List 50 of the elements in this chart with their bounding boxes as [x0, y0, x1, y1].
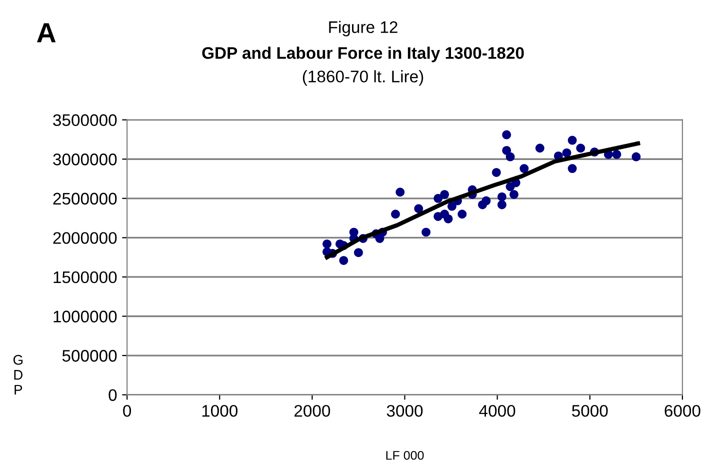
- x-axis-title: LF 000: [386, 450, 424, 460]
- point: [396, 188, 405, 197]
- y-tick-label: 2000000: [53, 232, 117, 244]
- point: [414, 204, 424, 214]
- caption: Figure 12: [329, 20, 398, 36]
- point: [568, 164, 577, 174]
- point: [492, 168, 501, 177]
- point: [632, 152, 641, 162]
- point: [535, 144, 544, 153]
- point: [354, 248, 363, 258]
- x-tick-label: 3000: [386, 404, 423, 417]
- point: [434, 194, 443, 203]
- point: [422, 228, 431, 237]
- y-tick-label: 2500000: [53, 192, 117, 205]
- x-tick-label: 2000: [294, 404, 330, 417]
- point: [568, 136, 577, 145]
- point: [562, 148, 572, 158]
- line-series: [324, 141, 640, 260]
- point: [497, 200, 506, 210]
- point: [322, 239, 332, 248]
- point: [440, 190, 450, 199]
- point: [444, 214, 453, 224]
- point: [509, 190, 518, 199]
- point: [576, 144, 586, 153]
- y-tick-label: 500000: [62, 350, 117, 362]
- y-tick-label: 1500000: [54, 271, 117, 284]
- point: [339, 256, 348, 265]
- point: [502, 130, 512, 140]
- y-axis-title: GDP: [13, 354, 23, 395]
- x-tick-label: 0: [123, 404, 132, 417]
- y-tick-label: 0: [108, 389, 117, 402]
- point: [612, 150, 622, 159]
- y-tick-label: 3000000: [53, 154, 117, 166]
- x-tick-label: 4000: [479, 404, 516, 417]
- point: [390, 210, 400, 219]
- chart-title: GDP and Labour Force in Italy 1300-1820: [202, 46, 524, 62]
- point: [458, 210, 467, 219]
- chart-subtitle: (1860-70 lt. Lire): [302, 70, 424, 86]
- x-tick-label: 6000: [664, 404, 700, 417]
- point: [520, 164, 529, 174]
- point: [482, 196, 491, 206]
- text: A: [36, 23, 56, 42]
- point: [506, 152, 515, 162]
- point: [447, 202, 456, 211]
- y-tick-label: 1000000: [54, 310, 117, 322]
- point: [502, 146, 512, 155]
- point: [497, 192, 506, 202]
- x-tick-label: 1000: [202, 404, 238, 417]
- x-tick-label: 5000: [572, 404, 608, 417]
- y-tick-label: 3500000: [53, 114, 117, 126]
